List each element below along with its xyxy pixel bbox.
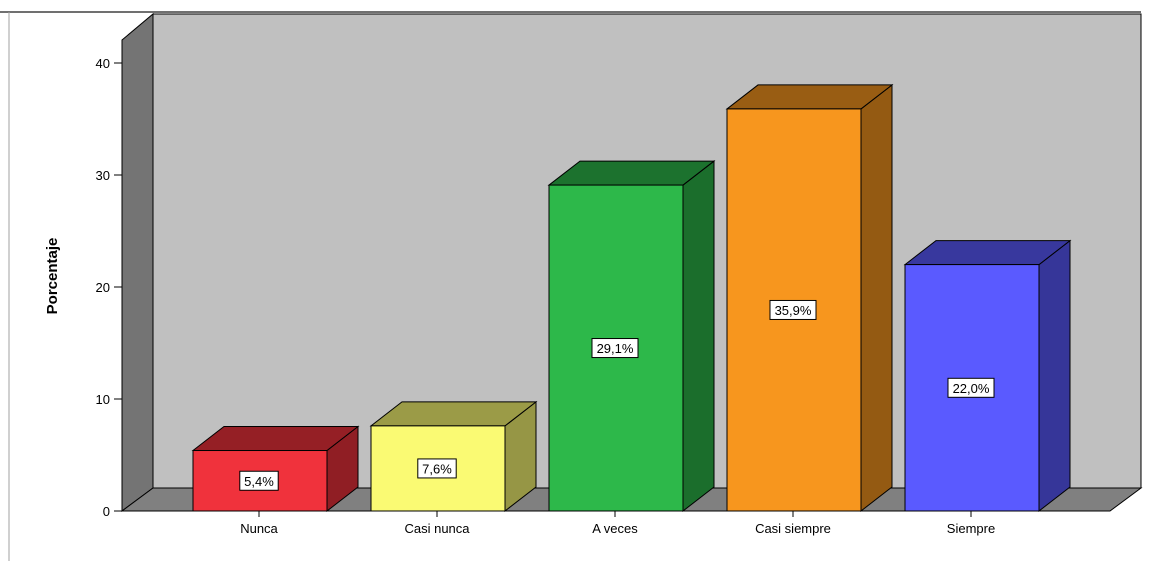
bar-side (860, 83, 893, 513)
data-label-box (417, 458, 457, 479)
data-label-box (591, 338, 639, 359)
category-label: Casi siempre (755, 521, 831, 536)
data-label: 29,1% (597, 341, 634, 356)
category-label: Nunca (240, 521, 278, 536)
bar-side (1038, 239, 1071, 513)
y-tick-label: 40 (96, 56, 110, 71)
y-tick-label: 0 (103, 504, 110, 519)
data-label: 35,9% (775, 303, 812, 318)
bar: 5,4% (191, 425, 360, 513)
data-label-box (947, 377, 995, 398)
category-labels: Nunca Casi nunca A veces Casi siempre Siempr… (240, 511, 995, 536)
y-tick-label: 20 (96, 280, 110, 295)
plot-side-wall (121, 12, 154, 512)
bars: 5,4% 7,6% 29,1% 35,9% 22,0% (191, 83, 1072, 513)
category-label: Siempre (947, 521, 995, 536)
data-label-box (769, 299, 817, 320)
data-label: 22,0% (953, 381, 990, 396)
bar: 7,6% (369, 400, 538, 513)
y-axis: 0 10 20 30 40 (96, 56, 122, 519)
y-tick-label: 10 (96, 392, 110, 407)
bar: 35,9% (725, 83, 894, 513)
y-axis-label: Porcentaje (44, 238, 61, 315)
data-label: 5,4% (244, 474, 274, 489)
bar-side (682, 160, 715, 513)
y-tick-label: 30 (96, 168, 110, 183)
data-label: 7,6% (422, 461, 452, 476)
bar: 22,0% (903, 239, 1072, 513)
category-label: A veces (592, 521, 638, 536)
category-label: Casi nunca (404, 521, 470, 536)
bar: 29,1% (547, 160, 716, 513)
data-label-box (239, 470, 279, 491)
